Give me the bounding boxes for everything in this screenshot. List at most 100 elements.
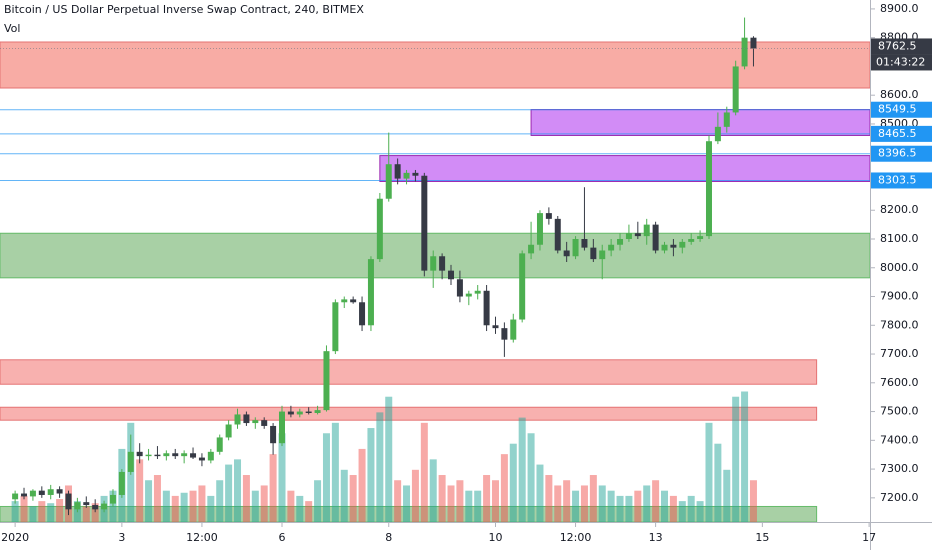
- candle-body: [181, 453, 188, 457]
- candle-body: [109, 494, 116, 504]
- candle-body: [697, 236, 704, 239]
- volume-bar: [669, 495, 677, 522]
- candle-body: [56, 489, 63, 494]
- candle-body: [252, 420, 259, 424]
- volume-bar: [242, 475, 250, 522]
- volume-bar: [153, 475, 161, 522]
- candle-body: [74, 502, 81, 510]
- volume-bar: [305, 501, 313, 522]
- volume-bar: [723, 469, 731, 522]
- candle-body: [572, 238, 579, 257]
- volume-bar: [474, 490, 482, 522]
- volume-bar: [322, 433, 330, 522]
- volume-bar: [741, 391, 749, 522]
- candle-body: [688, 238, 695, 242]
- candle-body: [163, 453, 170, 457]
- volume-bar: [376, 412, 384, 522]
- y-tick-label: 8100.0: [880, 232, 919, 245]
- candle-body: [243, 414, 250, 424]
- candle-body: [21, 493, 28, 497]
- level-label: 8465.5: [878, 127, 917, 140]
- candle-body: [38, 490, 45, 495]
- y-tick-label: 8200.0: [880, 203, 919, 216]
- candle-body: [421, 175, 428, 271]
- candle-body: [501, 328, 508, 340]
- candle-body: [439, 256, 446, 271]
- candle-body: [261, 420, 268, 426]
- candle-body: [732, 66, 739, 113]
- volume-bar: [47, 503, 55, 522]
- zone: [0, 359, 818, 385]
- candle-body: [554, 218, 561, 251]
- volume-bar: [518, 417, 526, 522]
- volume-bar: [145, 480, 153, 522]
- candle-body: [29, 490, 36, 497]
- volume-bar: [536, 464, 544, 522]
- y-tick-label: 7700.0: [880, 347, 919, 360]
- candle-body: [332, 302, 339, 352]
- volume-bar: [483, 475, 491, 522]
- candle-body: [581, 238, 588, 248]
- candle-body: [705, 141, 712, 237]
- volume-bar: [447, 485, 455, 522]
- volume-bar: [260, 485, 268, 522]
- volume-bar: [491, 480, 499, 522]
- volume-bar: [358, 448, 366, 522]
- candle-body: [296, 411, 303, 415]
- volume-bar: [652, 480, 660, 522]
- candle-body: [12, 493, 19, 500]
- candle-body: [367, 259, 374, 326]
- candle-body: [101, 503, 108, 510]
- candle-body: [519, 253, 526, 320]
- candle-body: [448, 270, 455, 280]
- volume-bar: [29, 506, 37, 522]
- volume-bar: [420, 422, 428, 522]
- candle-body: [430, 256, 437, 271]
- candle-body: [510, 319, 517, 340]
- zone: [530, 109, 871, 136]
- last-price-box: [871, 38, 932, 55]
- candle-body: [412, 172, 419, 176]
- volume-bar: [278, 433, 286, 522]
- volume-bar: [207, 495, 215, 522]
- volume-bar: [162, 490, 170, 522]
- volume-bar: [251, 490, 259, 522]
- volume-bar: [11, 501, 19, 522]
- y-tick-label: 8900.0: [880, 2, 919, 15]
- y-tick-label: 7200.0: [880, 491, 919, 504]
- volume-bar: [411, 469, 419, 522]
- volume-bar: [349, 475, 357, 522]
- volume-bar: [580, 485, 588, 522]
- candle-body: [492, 325, 499, 329]
- candle-body: [625, 233, 632, 239]
- candle-body: [750, 37, 757, 49]
- zone: [0, 41, 871, 89]
- volume-bar: [705, 422, 713, 522]
- volume-label: Vol: [4, 22, 20, 35]
- volume-bar: [661, 490, 669, 522]
- candle-body: [198, 457, 205, 461]
- volume-bar: [269, 454, 277, 522]
- candle-body: [545, 213, 552, 219]
- volume-bar: [643, 485, 651, 522]
- candle-body: [652, 224, 659, 251]
- volume-bar: [180, 492, 188, 522]
- volume-bar: [189, 490, 197, 522]
- candle-body: [679, 241, 686, 248]
- level-label-box: [871, 145, 932, 162]
- zone: [0, 232, 871, 279]
- candle-body: [127, 451, 134, 472]
- price-pane: [0, 17, 871, 523]
- candle-body: [65, 493, 72, 510]
- candle-body: [599, 250, 606, 260]
- volume-bar: [554, 485, 562, 522]
- y-tick-label: 8600.0: [880, 88, 919, 101]
- x-tick-label: 12:00: [560, 531, 592, 544]
- volume-bar: [598, 485, 606, 522]
- candle-body: [456, 279, 463, 297]
- candle-body: [661, 244, 668, 251]
- y-tick-label: 7500.0: [880, 405, 919, 418]
- candle-body: [385, 164, 392, 199]
- volume-bar: [749, 480, 757, 522]
- volume-bar: [687, 495, 695, 522]
